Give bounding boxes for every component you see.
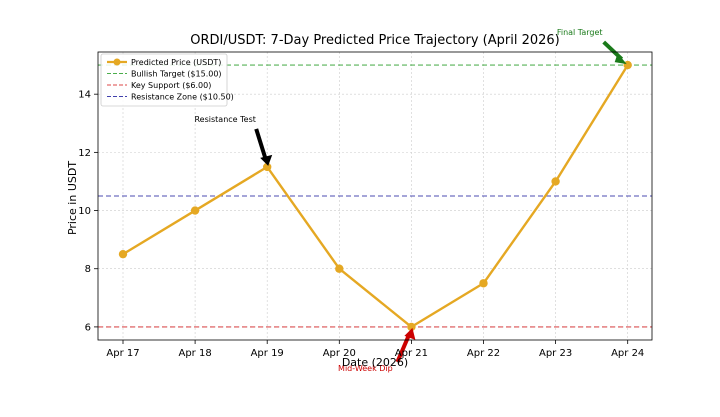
- data-point: [118, 249, 128, 259]
- legend-box: [100, 53, 228, 107]
- legend-label: Key Support ($6.00): [131, 81, 211, 90]
- legend-marker: [113, 58, 121, 66]
- annotation-arrowhead: [614, 53, 627, 65]
- y-tick-label: 10: [78, 206, 91, 217]
- annotation-arrowhead: [260, 154, 273, 166]
- annotation-label: Resistance Test: [194, 115, 255, 124]
- x-tick-label: Apr 22: [467, 348, 500, 359]
- legend-label: Predicted Price (USDT): [131, 58, 221, 67]
- y-tick-label: 6: [85, 322, 91, 333]
- x-tick-label: Apr 23: [539, 348, 572, 359]
- annotation-arrowhead: [404, 327, 416, 340]
- annotations: Resistance Test Mid-Week Dip Final Target: [194, 28, 627, 373]
- series-line: [122, 64, 629, 329]
- plot-frame: [97, 51, 653, 341]
- y-tick-label: 8: [85, 264, 91, 275]
- annotation-label: Final Target: [557, 28, 603, 37]
- x-tick-label: Apr 18: [178, 348, 211, 359]
- axis-ticks: Apr 17 Apr 18 Apr 19 Apr 20 Apr 21 Apr 22 Apr …: [78, 90, 644, 359]
- chart-title: ORDI/USDT: 7-Day Predicted Price Traject…: [190, 33, 559, 48]
- x-tick-label: Apr 21: [395, 348, 428, 359]
- data-point: [479, 279, 488, 288]
- annotation-arrow: [254, 128, 269, 162]
- legend-label: Bullish Target ($15.00): [131, 70, 222, 79]
- x-tick-label: Apr 20: [323, 348, 356, 359]
- y-axis-label: Price in USDT: [66, 161, 79, 235]
- annotation-label: Mid-Week Dip: [338, 364, 393, 373]
- series-layer: [118, 60, 632, 332]
- x-tick-label: Apr 17: [106, 348, 139, 359]
- y-tick-label: 12: [78, 148, 91, 159]
- x-tick-label: Apr 19: [251, 348, 284, 359]
- legend: Predicted Price (USDT) Bullish Target ($1…: [100, 53, 234, 107]
- annotation-arrow: [395, 333, 412, 363]
- x-axis-label: Date (2026): [342, 356, 408, 369]
- data-point: [335, 264, 344, 273]
- x-tick-label: Apr 24: [611, 348, 644, 359]
- data-point: [407, 322, 416, 332]
- y-tick-label: 14: [78, 90, 91, 101]
- data-point: [190, 206, 200, 215]
- data-point: [263, 162, 272, 172]
- data-point: [551, 177, 560, 186]
- legend-label: Resistance Zone ($10.50): [131, 93, 234, 102]
